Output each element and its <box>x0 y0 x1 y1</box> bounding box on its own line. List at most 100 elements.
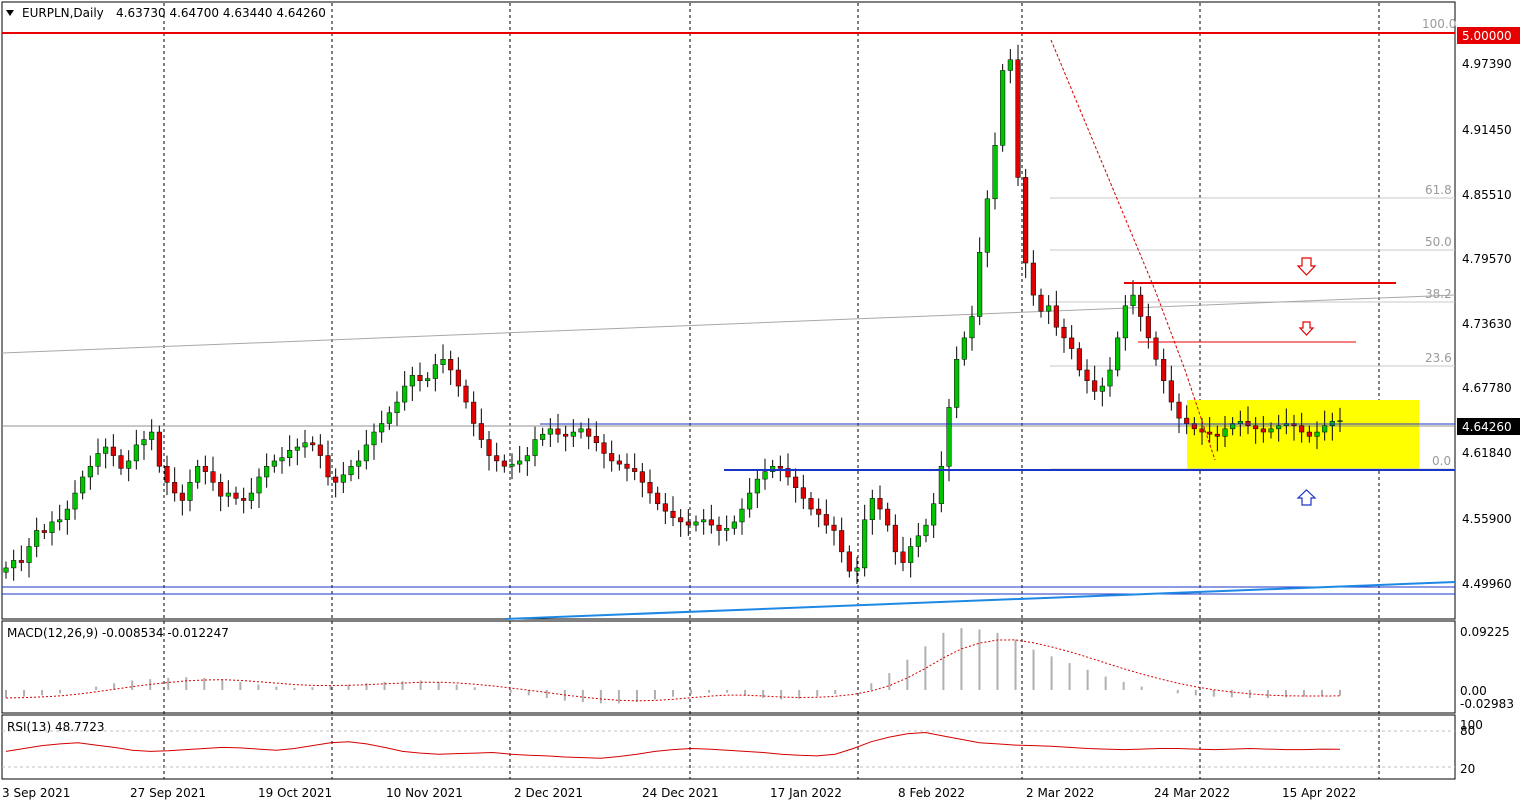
candle-body <box>103 446 109 454</box>
candle-body <box>440 359 446 365</box>
price-tick: 4.91450 <box>1462 123 1512 137</box>
candle-body <box>432 364 438 379</box>
price-tick: 4.97390 <box>1462 57 1512 71</box>
candle-body <box>931 503 937 526</box>
candle-body <box>762 471 768 480</box>
candle-body <box>386 412 392 424</box>
rsi-label: RSI(13) 48.7723 <box>7 720 105 734</box>
candle-body <box>409 375 415 387</box>
price-tick: 4.55900 <box>1462 512 1512 526</box>
candle-body <box>402 385 408 403</box>
candle-body <box>310 442 316 446</box>
date-tick: 2 Mar 2022 <box>1026 786 1094 800</box>
candle-body <box>256 476 262 494</box>
price-tick: 4.79570 <box>1462 252 1512 266</box>
candle-body <box>1015 59 1021 178</box>
candle-body <box>57 519 63 523</box>
candle-body <box>394 401 400 414</box>
macd-histogram <box>5 628 1341 704</box>
candle-body <box>1046 305 1052 312</box>
candle-body <box>1168 380 1174 403</box>
candle-body <box>938 466 944 504</box>
candle-body <box>670 510 676 518</box>
candle-body <box>486 439 492 456</box>
candle-body <box>1153 337 1159 360</box>
rsi-panel <box>1 714 1456 780</box>
candle-body <box>509 463 515 467</box>
candle-body <box>118 455 124 469</box>
candle-body <box>885 508 891 526</box>
macd-tick: -0.02983 <box>1460 697 1514 711</box>
candle-body <box>662 503 668 512</box>
candle-body <box>1084 369 1090 381</box>
candle-body <box>1283 423 1289 426</box>
candle-body <box>340 474 346 483</box>
candle-body <box>80 476 86 494</box>
candle-body <box>279 457 285 462</box>
candle-body <box>1237 421 1243 424</box>
candle-body <box>1092 380 1098 392</box>
candle-body <box>869 498 875 521</box>
candle-body <box>563 433 569 437</box>
candle-body <box>1138 294 1144 317</box>
candle-body <box>977 252 983 317</box>
candle-body <box>1337 420 1343 422</box>
fib-labels: 100.0 61.8 50.0 38.2 23.6 0.0 <box>1422 17 1456 468</box>
date-tick: 15 Apr 2022 <box>1282 786 1356 800</box>
macd-tick: 0.09225 <box>1460 625 1510 639</box>
candle-body <box>1329 421 1335 426</box>
consolidation-box <box>1187 400 1419 469</box>
candle-body <box>363 444 369 462</box>
symbol-label: EURPLN,Daily <box>22 6 104 20</box>
fib-label: 23.6 <box>1425 351 1452 365</box>
candle-body <box>1207 431 1213 435</box>
fib-label: 38.2 <box>1425 287 1452 301</box>
chart-menu-icon[interactable] <box>6 10 14 16</box>
candle-body <box>233 492 239 499</box>
date-tick: 24 Mar 2022 <box>1154 786 1230 800</box>
macd-label: MACD(12,26,9) -0.008534 -0.012247 <box>7 626 229 640</box>
candle-body <box>854 567 860 572</box>
candle-body <box>1191 423 1197 430</box>
candle-body <box>172 482 178 494</box>
candle-body <box>570 431 576 437</box>
candle-body <box>1145 316 1151 339</box>
candle-body <box>241 498 247 501</box>
candle-body <box>816 508 822 515</box>
rsi-tick: 80 <box>1460 724 1475 738</box>
candle-body <box>1184 417 1190 424</box>
candle-body <box>87 466 93 478</box>
candle-body <box>149 431 155 440</box>
fib-swing-line <box>1050 39 1216 461</box>
candle-body <box>601 442 607 454</box>
candle-body <box>126 460 132 469</box>
candle-body <box>333 476 339 483</box>
date-axis: 3 Sep 2021 27 Sep 2021 19 Oct 2021 10 No… <box>2 786 1356 800</box>
candle-body <box>831 524 837 531</box>
current-price-badge <box>1457 418 1520 435</box>
candle-body <box>41 530 47 533</box>
candle-body <box>900 551 906 563</box>
candle-body <box>471 401 477 424</box>
ohlc-label: 4.63730 4.64700 4.63440 4.64260 <box>116 6 326 20</box>
candle-body <box>984 198 990 253</box>
candle-body <box>578 428 584 433</box>
candle-body <box>141 439 147 446</box>
candle-body <box>248 492 254 501</box>
candle-body <box>1069 337 1075 349</box>
candle-body <box>1245 421 1251 426</box>
candle-body <box>455 369 461 387</box>
candle-body <box>1176 401 1182 419</box>
candle-body <box>724 528 730 531</box>
candle-body <box>1000 70 1006 146</box>
candle-body <box>954 359 960 408</box>
candle-body <box>1122 305 1128 339</box>
candle-body <box>3 567 9 573</box>
candle-body <box>540 433 546 440</box>
candle-body <box>946 407 952 467</box>
candle-body <box>1291 423 1297 426</box>
candle-body <box>877 498 883 510</box>
candle-body <box>1214 433 1220 437</box>
candle-body <box>218 482 224 497</box>
candle-body <box>517 460 523 465</box>
